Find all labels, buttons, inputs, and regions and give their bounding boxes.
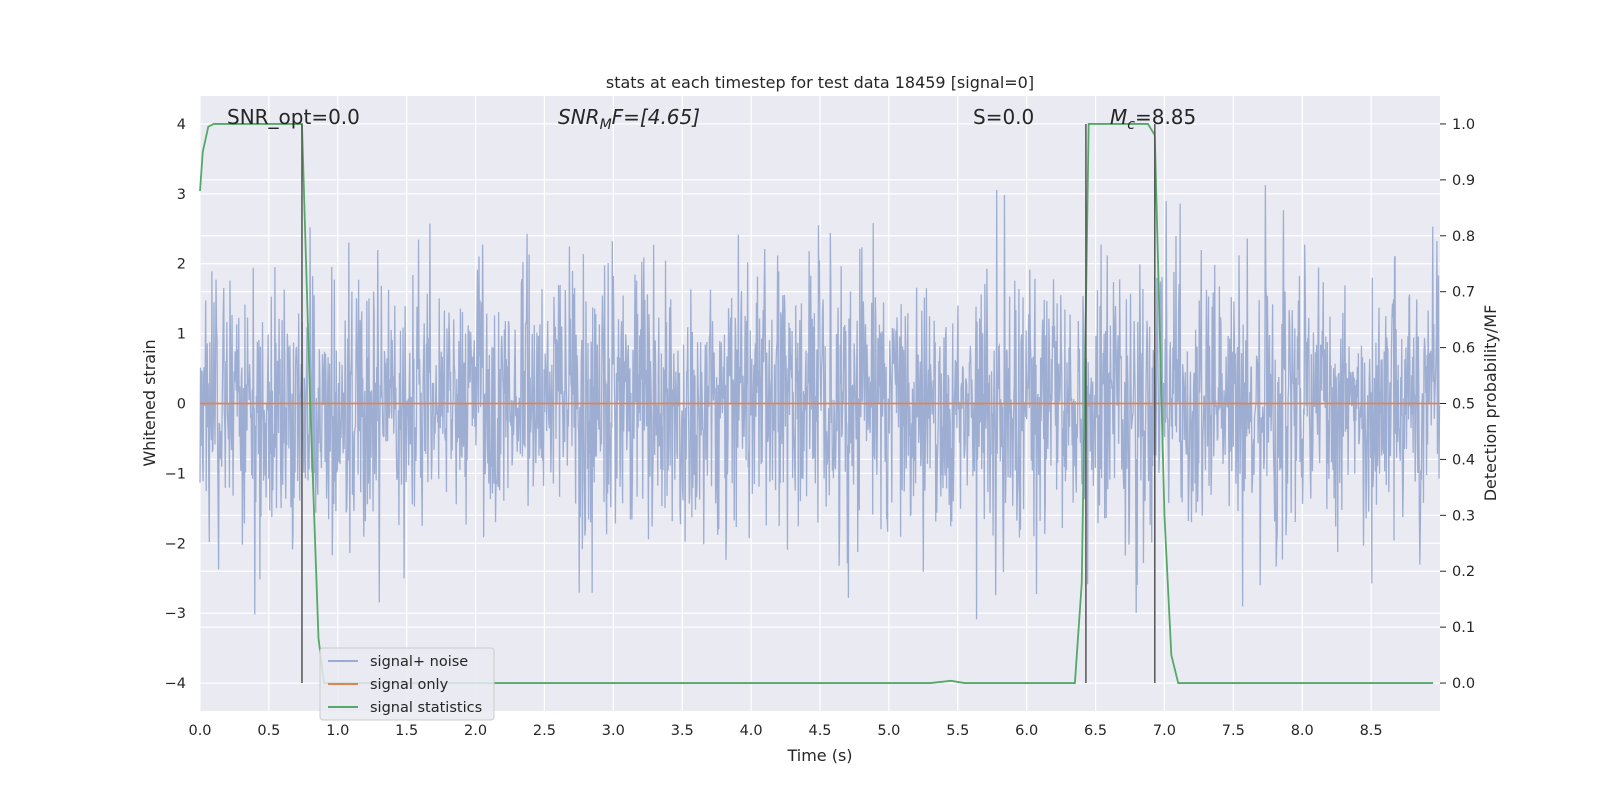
x-tick-label: 6.5: [1084, 723, 1107, 739]
x-tick-label: 8.0: [1291, 723, 1314, 739]
vline-layer: [301, 123, 1156, 684]
x-tick-label: 2.0: [464, 723, 487, 739]
legend-label-signal-noise: signal+ noise: [370, 654, 468, 670]
series-signal-noise: [199, 185, 1441, 620]
tick-layer: 0.0 0.5 1.0 1.5 2.0 2.5 3.0 3.5 4.0 4.5 5.0 5.5 6.0 6…: [165, 117, 1475, 739]
y-tick-label: −2: [165, 536, 186, 552]
y-axis-label: Whitened strain: [140, 339, 159, 466]
y2-tick-label: 0.4: [1452, 452, 1475, 468]
y2-tick-label: 1.0: [1452, 117, 1475, 133]
legend-label-signal-statistics: signal statistics: [370, 700, 482, 716]
y2-tick-label: 0.8: [1452, 229, 1475, 245]
series-layer: [199, 123, 1441, 684]
y2-tick-label: 0.6: [1452, 341, 1475, 357]
y-tick-label: 4: [177, 117, 186, 133]
y-tick-label: 1: [177, 327, 186, 343]
x-tick-label: 0.0: [188, 723, 211, 739]
x-tick-label: 1.0: [326, 723, 349, 739]
series-signal-statistics: [199, 123, 1434, 684]
y2-tick-label: 0.3: [1452, 508, 1475, 524]
x-tick-label: 4.0: [740, 723, 763, 739]
x-tick-label: 5.5: [946, 723, 969, 739]
x-tick-label: 4.5: [808, 723, 831, 739]
legend-label-signal-only: signal only: [370, 677, 449, 693]
annotation-snr-opt: SNR_opt=0.0: [227, 105, 360, 129]
y-tick-label: 0: [177, 397, 186, 413]
y2-tick-label: 0.1: [1452, 620, 1475, 636]
x-tick-label: 1.5: [395, 723, 418, 739]
annotation-layer: SNR_opt=0.0 SNRMF=[4.65] S=0.0 Mc=8.85: [227, 105, 1196, 133]
x-tick-label: 5.0: [877, 723, 900, 739]
x-tick-label: 7.5: [1222, 723, 1245, 739]
y2-tick-label: 0.7: [1452, 285, 1475, 301]
x-tick-label: 3.5: [671, 723, 694, 739]
y-tick-label: −4: [165, 676, 186, 692]
y-tick-label: −3: [165, 606, 186, 622]
chart-title: stats at each timestep for test data 184…: [606, 73, 1034, 92]
y2-tick-label: 0.2: [1452, 564, 1475, 580]
y2-tick-label: 0.0: [1452, 676, 1475, 692]
y-tick-label: −1: [165, 466, 186, 482]
y2-tick-label: 0.5: [1452, 397, 1475, 413]
y-tick-label: 3: [177, 187, 186, 203]
annotation-snr-mf: SNRMF=[4.65]: [558, 105, 700, 133]
legend: signal+ noise signal only signal statist…: [319, 647, 495, 721]
x-tick-label: 8.5: [1360, 723, 1383, 739]
legend-frame: [319, 647, 495, 721]
y2-axis-label: Detection probability/MF: [1481, 305, 1500, 502]
x-tick-label: 6.0: [1015, 723, 1038, 739]
annotation-s-stat: S=0.0: [973, 105, 1034, 129]
x-tick-label: 3.0: [602, 723, 625, 739]
x-tick-label: 2.5: [533, 723, 556, 739]
y-tick-label: 2: [177, 257, 186, 273]
x-tick-label: 7.0: [1153, 723, 1176, 739]
x-axis-label: Time (s): [786, 746, 852, 765]
y2-tick-label: 0.9: [1452, 173, 1475, 189]
x-tick-label: 0.5: [257, 723, 280, 739]
annotation-mc: Mc=8.85: [1110, 105, 1196, 133]
